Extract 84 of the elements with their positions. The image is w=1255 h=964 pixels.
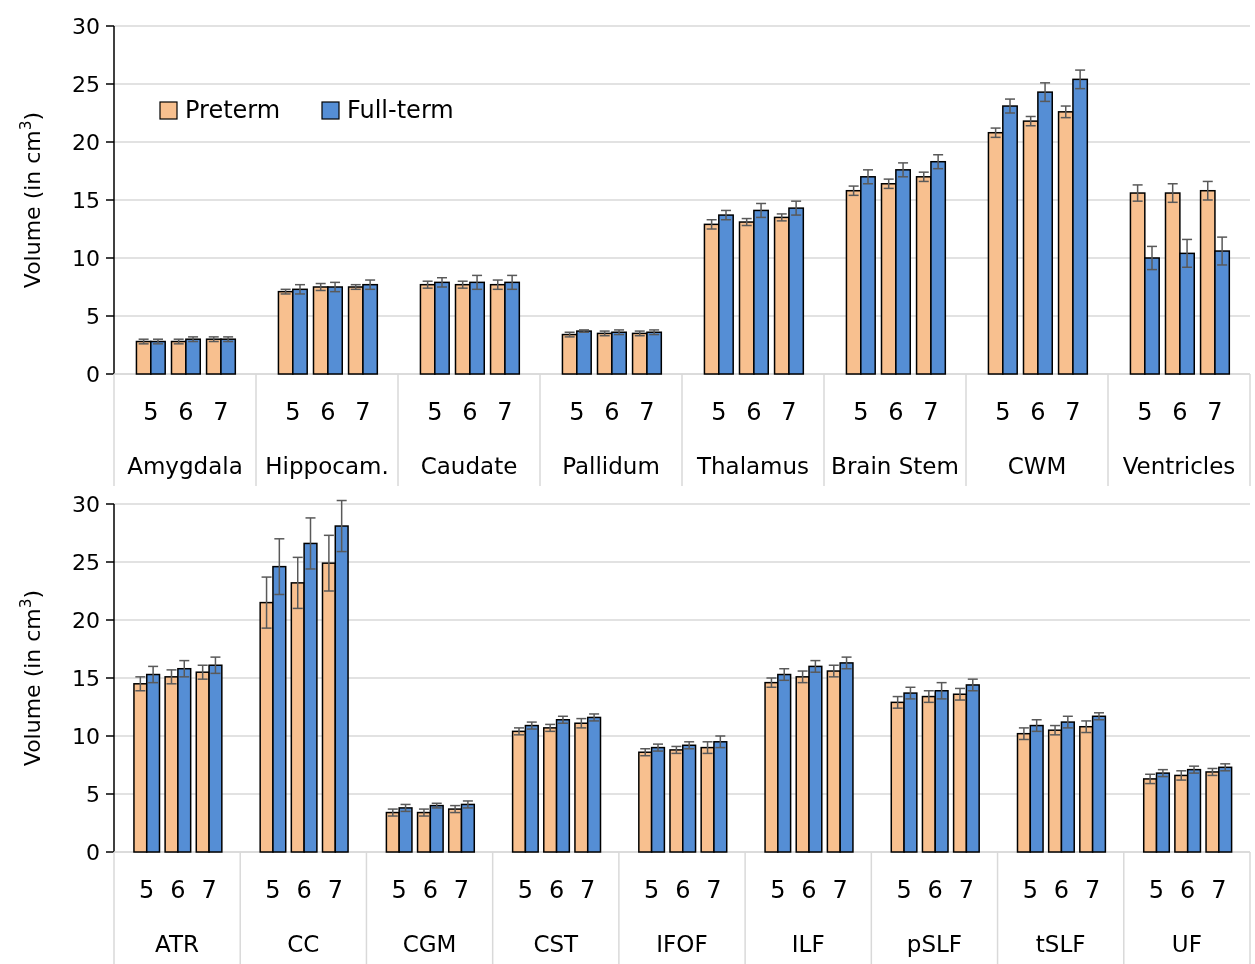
y-tick-label: 10: [72, 723, 100, 749]
x-tick-label: 6: [320, 398, 336, 426]
x-tick-label: 7: [832, 876, 848, 904]
text: Hippocam.: [265, 453, 389, 479]
text: Amygdala: [127, 453, 243, 479]
x-tick-label: 7: [213, 398, 229, 426]
x-tick-label: 6: [801, 876, 817, 904]
x-tick-label: 7: [923, 398, 939, 426]
x-tick-label: 7: [1084, 876, 1101, 904]
x-tick-label: 5: [1137, 398, 1153, 426]
x-tick-label: 5: [1022, 876, 1038, 904]
x-tick-label: 6: [675, 876, 691, 904]
x-tick-label: 5: [139, 876, 155, 904]
x-tick-label: 5: [517, 876, 534, 904]
x-tick-label: 6: [178, 398, 194, 426]
text: Thalamus: [695, 453, 810, 479]
x-tick-label: 5: [643, 876, 660, 904]
y-tick-label: 5: [86, 781, 100, 807]
y-tick-label: 20: [72, 607, 100, 633]
text: Ventricles: [1122, 453, 1236, 479]
x-tick-label: 6: [548, 876, 565, 904]
y-tick-label: 10: [72, 245, 100, 271]
text: pSLF: [906, 931, 963, 957]
text: IFOF: [656, 931, 708, 957]
y-tick-label: 15: [72, 187, 100, 213]
text: tSLF: [1035, 931, 1086, 957]
x-tick-label: 5: [711, 398, 727, 426]
x-tick-label: 6: [296, 876, 312, 904]
x-tick-label: 5: [853, 398, 869, 426]
x-tick-label: 5: [896, 876, 912, 904]
text: CGM: [402, 931, 457, 957]
x-tick-label: 6: [1030, 398, 1046, 426]
x-tick-label: 6: [746, 398, 762, 426]
x-tick-label: 5: [569, 398, 585, 426]
legend-label: Preterm: [185, 96, 281, 124]
x-tick-label: 6: [1180, 876, 1196, 904]
x-tick-label: 5: [1148, 876, 1165, 904]
x-tick-label: 7: [327, 876, 343, 904]
x-tick-label: 6: [422, 876, 438, 904]
x-tick-label: 7: [1065, 398, 1081, 426]
y-tick-label: 15: [72, 665, 100, 691]
y-tick-label: 0: [86, 839, 100, 865]
x-tick-label: 7: [580, 876, 596, 904]
x-tick-label: 7: [497, 398, 513, 426]
y-tick-label: 25: [72, 71, 100, 97]
y-tick-label: 5: [86, 303, 100, 329]
x-tick-label: 6: [1053, 876, 1070, 904]
legend-label: Full-term: [347, 96, 454, 124]
y-tick-label: 30: [72, 13, 100, 39]
x-tick-label: 6: [462, 398, 478, 426]
text: Caudate: [420, 453, 518, 479]
x-tick-label: 5: [995, 398, 1011, 426]
text: CC: [287, 931, 320, 957]
x-tick-label: 5: [770, 876, 786, 904]
x-tick-label: 6: [927, 876, 943, 904]
text: Pallidum: [562, 453, 660, 479]
y-tick-label: 0: [86, 361, 100, 387]
x-tick-label: 5: [285, 398, 301, 426]
x-tick-label: 5: [265, 876, 281, 904]
text: CWM: [1007, 453, 1067, 479]
text: ATR: [155, 931, 200, 957]
x-tick-label: 6: [604, 398, 620, 426]
text: Brain Stem: [831, 453, 959, 479]
x-tick-label: 7: [1207, 398, 1223, 426]
x-tick-label: 7: [355, 398, 371, 426]
x-tick-label: 7: [706, 876, 722, 904]
x-tick-label: 5: [391, 876, 407, 904]
x-tick-label: 7: [958, 876, 975, 904]
text: UF: [1171, 931, 1202, 957]
x-tick-label: 6: [1172, 398, 1188, 426]
y-tick-label: 25: [72, 549, 100, 575]
x-tick-label: 6: [888, 398, 904, 426]
x-tick-label: 7: [201, 876, 217, 904]
x-tick-label: 7: [453, 876, 470, 904]
x-tick-label: 6: [170, 876, 186, 904]
text: CST: [533, 931, 580, 957]
x-tick-label: 7: [639, 398, 655, 426]
x-tick-label: 5: [143, 398, 159, 426]
text: ILF: [791, 931, 825, 957]
x-tick-label: 5: [427, 398, 443, 426]
x-tick-label: 7: [781, 398, 797, 426]
x-tick-label: 7: [1211, 876, 1227, 904]
y-tick-label: 20: [72, 129, 100, 155]
y-tick-label: 30: [72, 491, 100, 517]
